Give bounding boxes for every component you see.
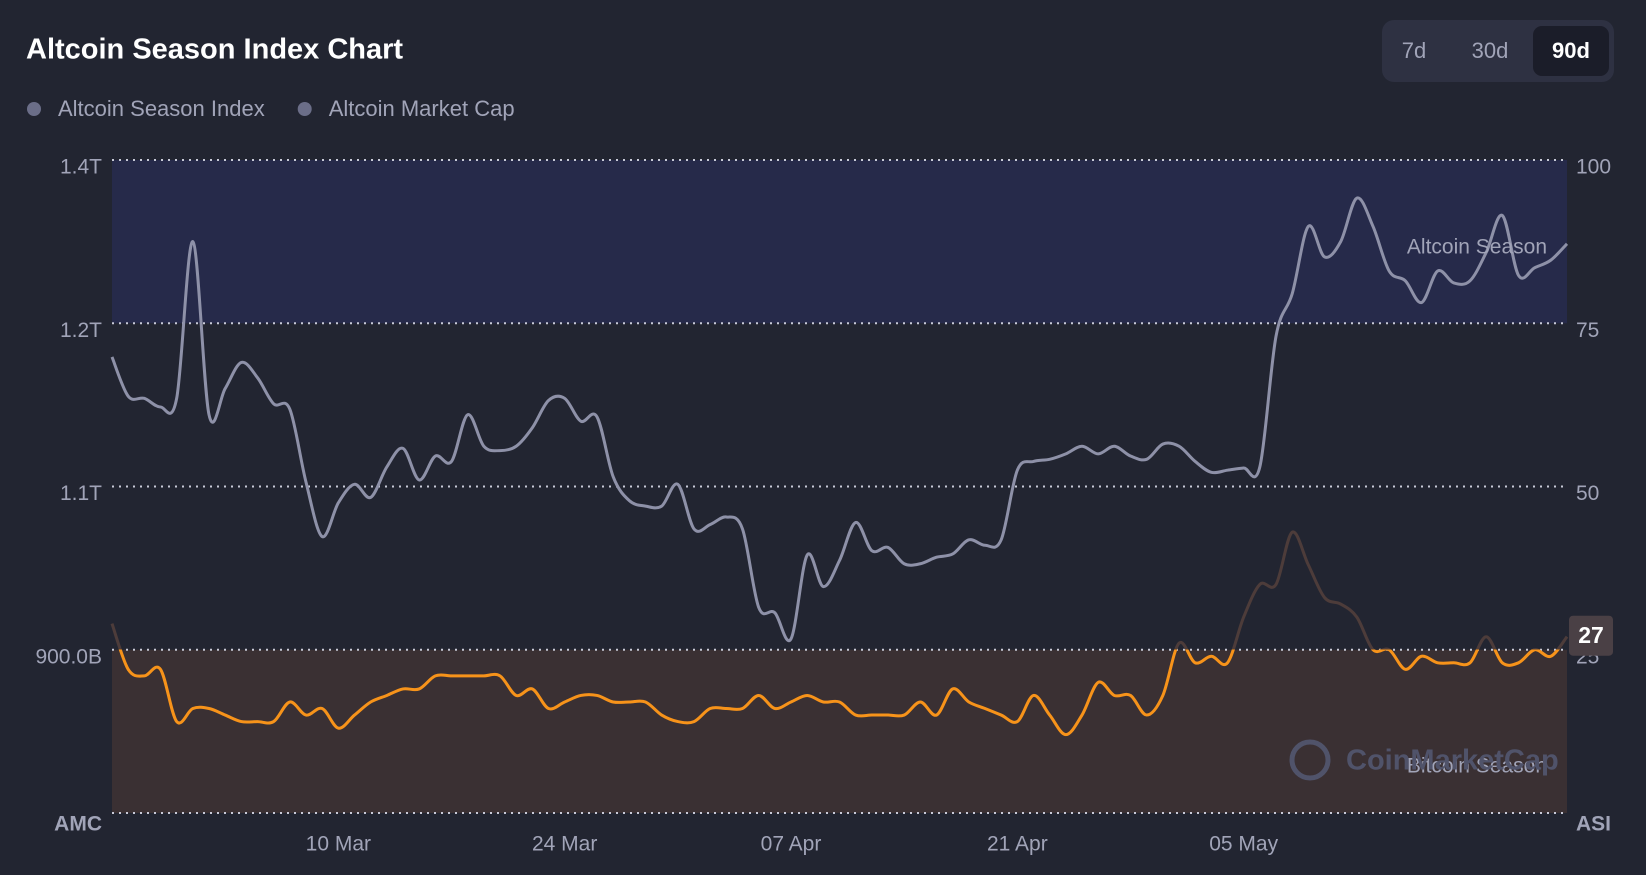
legend-label: Altcoin Market Cap <box>329 96 515 121</box>
bands <box>112 160 1567 813</box>
season-band <box>112 649 1567 813</box>
y-tick-label: 1.2T <box>60 319 102 342</box>
x-tick-label: 10 Mar <box>306 833 371 856</box>
legend-marker <box>27 102 41 116</box>
series-line <box>110 530 1569 737</box>
range-button[interactable]: 90d <box>1552 38 1590 63</box>
legend-marker <box>297 102 312 116</box>
x-tick-label: 07 Apr <box>761 833 822 856</box>
range-button[interactable]: 30d <box>1472 38 1509 63</box>
band-label: Bitcoin Season <box>1407 754 1547 777</box>
grid <box>112 159 1567 814</box>
y2-axis-label: ASI <box>1576 813 1611 836</box>
season-band <box>112 160 1567 324</box>
x-tick-label: 24 Mar <box>532 833 597 856</box>
y2-tick-label: 75 <box>1576 319 1599 342</box>
series-line <box>110 196 1569 643</box>
chart-title: Altcoin Season Index Chart <box>26 34 403 66</box>
current-value: 27 <box>1578 622 1604 648</box>
current-value-box <box>1569 615 1613 656</box>
x-tick-label: 21 Apr <box>987 833 1048 856</box>
band-label: Altcoin Season <box>1407 236 1547 259</box>
watermark-logo <box>1289 739 1331 781</box>
y2-tick-label: 50 <box>1576 482 1599 505</box>
watermark: CoinMarketCap <box>1346 745 1559 777</box>
y-tick-label: 1.1T <box>60 482 102 505</box>
y-axis-label: AMC <box>54 813 102 836</box>
y-tick-label: 900.0B <box>35 645 102 668</box>
range-button[interactable]: 7d <box>1402 38 1426 63</box>
range-button-active[interactable] <box>1533 26 1609 76</box>
lines <box>110 196 1569 737</box>
x-tick-label: 05 May <box>1209 833 1278 856</box>
y2-tick-label: 100 <box>1576 156 1611 179</box>
legend-label: Altcoin Season Index <box>58 96 265 121</box>
y-tick-label: 1.4T <box>60 156 102 179</box>
